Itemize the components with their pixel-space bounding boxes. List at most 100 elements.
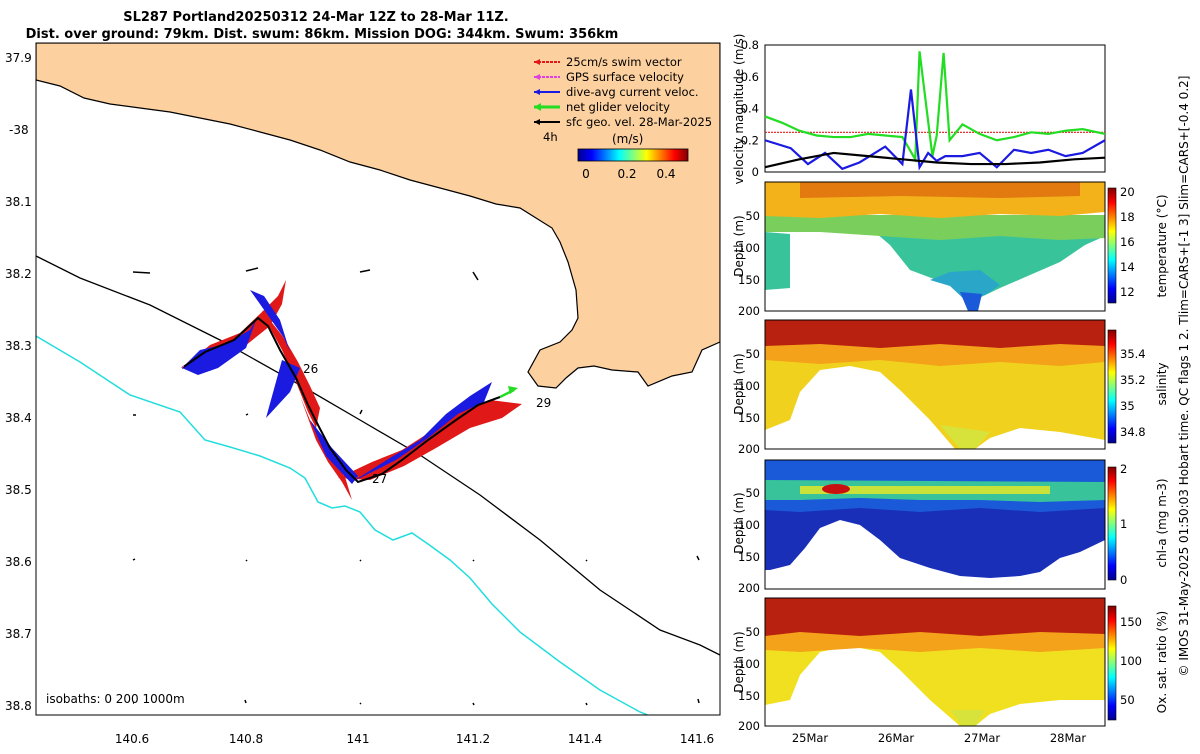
depth-tick: 150 [738, 550, 760, 564]
depth-tick: 100 [738, 241, 760, 255]
colorbar-tick: 0 [582, 167, 590, 181]
isobaths-label: isobaths: 0 200 1000m [46, 692, 185, 706]
chla-ylabel: Depth (m) [732, 492, 746, 553]
salinity-label: salinity [1155, 362, 1169, 405]
oxygen-colorbar [1107, 605, 1117, 721]
map-lat-ticks: 37.9 -38 38.1 38.2 38.3 38.4 38.5 38.6 3… [5, 51, 32, 713]
velocity-series-line [764, 51, 1106, 164]
depth-tick: 100 [738, 657, 760, 671]
velocity-ytick: 0.2 [741, 133, 759, 147]
chla-label: chl-a (mg m-3) [1155, 478, 1169, 567]
velocity-ytick: 0 [752, 165, 759, 179]
lon-tick: 140.8 [229, 732, 263, 746]
depth-tick: 150 [738, 689, 760, 703]
depth-tick: 200 [738, 581, 760, 595]
depth-tick: 100 [738, 379, 760, 393]
day-label-29: 29 [536, 396, 551, 410]
salinity-axes [764, 319, 1106, 450]
oxygen-ctick: 150 [1120, 615, 1142, 629]
depth-tick: 150 [738, 273, 760, 287]
lat-tick: 38.8 [5, 699, 32, 713]
legend-current: dive-avg current veloc. [566, 85, 699, 99]
temperature-ctick: 20 [1120, 185, 1135, 199]
legend-swim: 25cm/s swim vector [566, 55, 682, 69]
isobath-1000 [36, 335, 650, 715]
salinity-ctick: 35 [1120, 399, 1135, 413]
temperature-ctick: 12 [1120, 285, 1135, 299]
time-tick: 27Mar [964, 731, 1001, 745]
chla-panel: 2 1 0 chl-a (mg m-3) Depth (m) 50 100 15… [732, 459, 1169, 595]
velocity-yticks: 0 0.2 0.4 0.6 0.8 [741, 38, 759, 179]
velocity-series-line [764, 151, 1106, 169]
lon-tick: 141.6 [680, 732, 714, 746]
salinity-ctick: 35.4 [1120, 347, 1146, 361]
temperature-ylabel: Depth (m) [732, 215, 746, 276]
land [36, 43, 720, 389]
temperature-axes [764, 181, 1106, 312]
chla-axes [764, 459, 1106, 590]
time-tick: 25Mar [792, 731, 829, 745]
chla-ctick: 0 [1120, 573, 1127, 587]
depth-tick: 200 [738, 442, 760, 456]
oxygen-axes [764, 597, 1106, 727]
temperature-colorbar [1107, 187, 1117, 304]
time-axis: 25Mar 26Mar 27Mar 28Mar [792, 731, 1087, 745]
salinity-panel: 35.4 35.2 35 34.8 salinity Depth (m) 50 … [732, 319, 1169, 456]
velocity-series [764, 51, 1106, 171]
lon-tick: 141 [347, 732, 370, 746]
day-label-27: 27 [372, 472, 387, 486]
salinity-ctick: 35.2 [1120, 373, 1146, 387]
lat-tick: 38.4 [5, 411, 32, 425]
chla-ctick: 1 [1120, 517, 1127, 531]
lat-tick: 38.2 [5, 267, 32, 281]
oxygen-label: Ox. sat. ratio (%) [1155, 611, 1169, 713]
depth-tick: 50 [745, 486, 760, 500]
lat-tick: -38 [9, 123, 29, 137]
oxygen-ctick: 100 [1120, 654, 1142, 668]
chla-colorbar [1107, 466, 1117, 581]
temperature-panel: 20 18 16 14 12 temperature (°C) Depth (m… [732, 181, 1169, 318]
lon-tick: 141.4 [568, 732, 602, 746]
lat-tick: 38.6 [5, 555, 32, 569]
depth-tick: 50 [745, 209, 760, 223]
map-frame [35, 42, 721, 716]
colorbar-tick: 0.2 [617, 167, 636, 181]
oxygen-panel: 150 100 50 Ox. sat. ratio (%) Depth (m) … [732, 597, 1169, 733]
depth-tick: 50 [745, 625, 760, 639]
title-line2: Dist. over ground: 79km. Dist. swum: 86k… [26, 27, 619, 42]
colorbar-label: (m/s) [612, 132, 643, 146]
title-line1: SL287 Portland20250312 24-Mar 12Z to 28-… [123, 10, 509, 25]
velocity-ylabel: velocity magnitude (m/s) [732, 34, 746, 185]
lat-tick: 37.9 [5, 51, 32, 65]
legend-gps: GPS surface velocity [566, 70, 684, 84]
copyright-note: © IMOS 31-May-2025 01:50:03 Hobart time.… [1177, 76, 1191, 677]
lat-tick: 38.5 [5, 483, 32, 497]
temperature-ctick: 18 [1120, 210, 1135, 224]
time-note: 4h [543, 130, 558, 144]
colorbar-tick: 0.4 [656, 167, 675, 181]
velocity-panel: 0 0.2 0.4 0.6 0.8 velocity magnitude (m/s) [732, 34, 1106, 185]
temperature-ctick: 14 [1120, 260, 1135, 274]
depth-tick: 200 [738, 719, 760, 733]
lon-tick: 140.6 [115, 732, 149, 746]
oxygen-ylabel: Depth (m) [732, 631, 746, 692]
day-label-26: 26 [303, 362, 318, 376]
chla-ctick: 2 [1120, 462, 1127, 476]
salinity-ylabel: Depth (m) [732, 353, 746, 414]
depth-tick: 50 [745, 347, 760, 361]
salinity-colorbar [1107, 329, 1117, 444]
time-tick: 26Mar [878, 731, 915, 745]
map-legend: 25cm/s swim vector GPS surface velocity … [534, 55, 712, 181]
depth-tick: 150 [738, 411, 760, 425]
glider-track [181, 280, 522, 500]
oxygen-ctick: 50 [1120, 693, 1135, 707]
time-tick: 28Mar [1050, 731, 1087, 745]
temperature-label: temperature (°C) [1155, 195, 1169, 298]
legend-net: net glider velocity [566, 100, 670, 114]
depth-tick: 200 [738, 304, 760, 318]
map-lon-ticks: 140.6 140.8 141 141.2 141.4 141.6 [115, 732, 714, 746]
map-panel: 26 27 29 37.9 -38 38.1 38.2 38.3 38.4 38… [5, 42, 721, 746]
velocity-ytick: 0.8 [741, 38, 759, 52]
legend-sfc-geo: sfc geo. vel. 28-Mar-2025 [566, 115, 712, 129]
